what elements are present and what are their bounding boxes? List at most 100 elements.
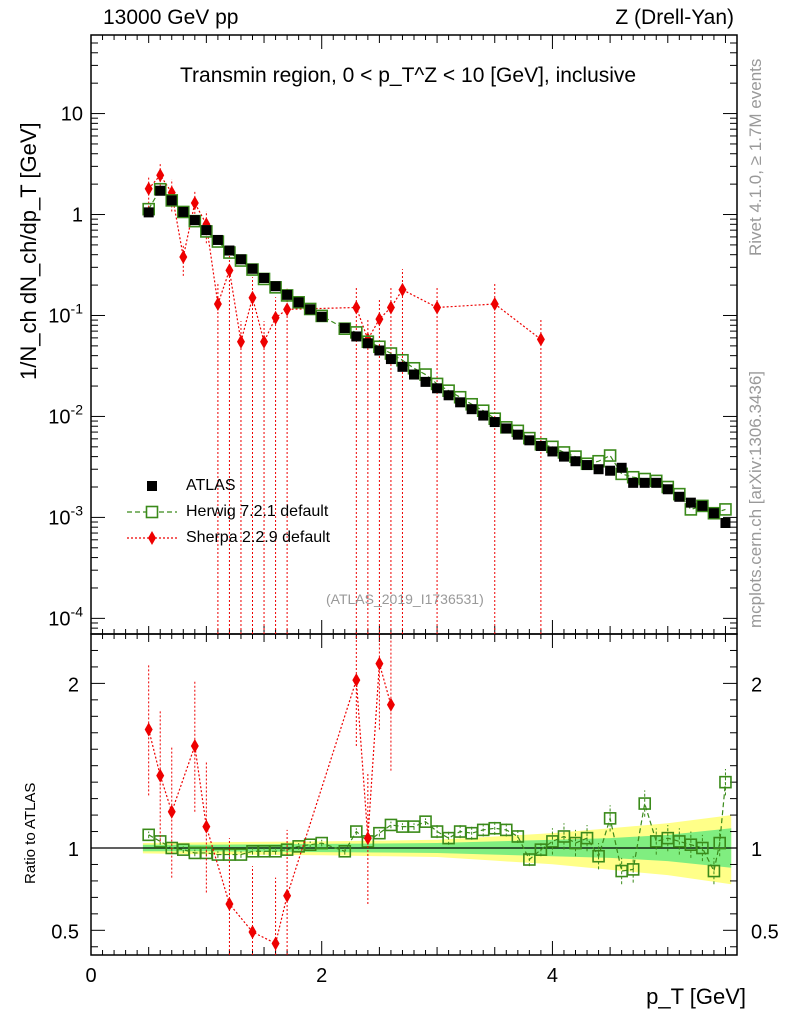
main-y-tick-label: 10-2: [48, 401, 83, 428]
ratio-panel-markers: [142, 634, 732, 955]
sherpa-marker: [190, 196, 199, 211]
herwig-ratio-marker: [719, 775, 732, 789]
ratio-y-tick-label-right: 2: [751, 674, 762, 696]
sherpa-ratio-marker: [271, 936, 280, 951]
atlas-marker: [155, 185, 166, 196]
atlas-marker: [512, 429, 523, 440]
x-tick-label: 4: [547, 965, 558, 987]
legend-herwig-label: Herwig 7.2.1 default: [186, 503, 329, 520]
ratio-y-tick-label: 2: [68, 674, 79, 696]
sherpa-marker: [225, 263, 234, 278]
atlas-marker: [189, 215, 200, 226]
herwig-ratio-marker: [442, 831, 455, 845]
herwig-marker: [719, 503, 732, 516]
sherpa-marker: [490, 296, 499, 311]
main-y-tick-label: 10-4: [48, 603, 83, 630]
atlas-marker: [397, 361, 408, 372]
axis-tick-labels: 10-4 10-3 10-2 10-1 1 10 0.5 0.5 1 1 2 2 0 2 4: [48, 104, 779, 987]
atlas-marker: [697, 500, 708, 511]
atlas-marker: [247, 263, 258, 274]
atlas-marker: [570, 456, 581, 467]
sherpa-marker: [213, 296, 222, 311]
sherpa-marker: [283, 302, 292, 317]
legend-sherpa-label: Sherpa 2.2.9 default: [186, 529, 331, 546]
atlas-marker: [535, 440, 546, 451]
main-y-tick-label: 10: [61, 104, 83, 126]
sherpa-marker: [271, 310, 280, 325]
herwig-marker: [292, 296, 305, 309]
herwig-ratio-marker: [534, 843, 548, 856]
atlas-marker: [593, 464, 604, 475]
herwig-ratio-marker: [373, 826, 386, 840]
sherpa-ratio-marker: [352, 673, 361, 688]
herwig-ratio-marker: [499, 823, 513, 837]
atlas-marker: [443, 390, 454, 401]
sherpa-marker: [375, 312, 384, 327]
sherpa-marker: [236, 334, 245, 349]
atlas-marker: [362, 338, 373, 349]
atlas-marker: [178, 206, 189, 217]
herwig-ratio-marker: [430, 825, 444, 838]
sherpa-ratio-marker: [283, 888, 292, 903]
x-axis-label-text: p_T [GeV]: [646, 984, 746, 1009]
herwig-ratio-marker: [511, 830, 525, 843]
atlas-marker: [166, 195, 177, 206]
sherpa-ratio-marker: [375, 656, 384, 671]
watermark: (ATLAS_2019_I1736531): [326, 591, 484, 607]
ratio-y-axis-label-text: Ratio to ATLAS: [22, 782, 39, 884]
sherpa-ratio-marker: [225, 896, 234, 911]
ratio-y-axis-label: Ratio to ATLAS: [22, 783, 39, 884]
atlas-marker: [466, 404, 477, 415]
atlas-marker: [489, 417, 500, 428]
main-panel-markers: [142, 162, 732, 634]
sherpa-ratio-marker: [156, 768, 165, 783]
legend-atlas-marker: [147, 481, 157, 491]
ratio-y-tick-label: 1: [68, 839, 79, 861]
herwig-marker: [165, 194, 179, 207]
atlas-marker: [409, 369, 419, 380]
atlas-marker: [628, 477, 639, 488]
herwig-ratio-marker: [350, 825, 363, 838]
herwig-ratio-marker: [142, 828, 155, 842]
herwig-ratio-marker: [523, 853, 536, 866]
main-y-tick-label: 1: [72, 205, 83, 227]
atlas-marker: [605, 465, 616, 476]
ratio-y-tick-label-right: 0.5: [751, 921, 779, 943]
herwig-ratio-marker: [713, 836, 726, 850]
atlas-marker: [374, 345, 385, 356]
atlas-marker: [316, 311, 327, 322]
sherpa-marker: [386, 300, 395, 315]
atlas-marker: [420, 376, 431, 387]
herwig-ratio-marker: [696, 841, 709, 855]
axis-ticks: [90, 34, 737, 955]
atlas-marker: [685, 497, 696, 508]
atlas-marker: [455, 397, 466, 408]
sherpa-marker: [536, 332, 545, 347]
sherpa-marker: [398, 282, 407, 297]
atlas-marker: [662, 484, 673, 495]
main-y-axis-label-text: 1/N_ch dN_ch/dp_T [GeV]: [16, 122, 41, 380]
herwig-ratio-marker: [419, 815, 432, 828]
x-tick-label: 2: [316, 965, 327, 987]
herwig-ratio-marker: [638, 797, 652, 810]
main-title-text: Transmin region, 0 < p_T^Z < 10 [GeV], i…: [180, 64, 637, 87]
main-y-tick-label: 10-3: [48, 502, 83, 529]
atlas-marker: [293, 297, 304, 308]
header-left: 13000 GeV pp: [103, 6, 239, 29]
sherpa-marker: [260, 334, 269, 349]
atlas-marker: [616, 462, 627, 473]
atlas-marker: [351, 331, 362, 342]
sherpa-ratio-marker: [386, 697, 395, 712]
atlas-marker: [547, 446, 558, 457]
sherpa-ratio-marker: [144, 722, 153, 737]
atlas-marker: [582, 460, 593, 471]
ratio-frame: [90, 633, 738, 956]
sherpa-line: [148, 174, 542, 344]
sherpa-marker: [433, 300, 442, 315]
herwig-ratio-marker: [338, 844, 352, 858]
plot-frames: [90, 34, 738, 956]
header-right: Z (Drell-Yan): [615, 6, 734, 29]
sherpa-ratio-line: [148, 663, 392, 945]
sherpa-ratio-marker: [363, 831, 372, 846]
